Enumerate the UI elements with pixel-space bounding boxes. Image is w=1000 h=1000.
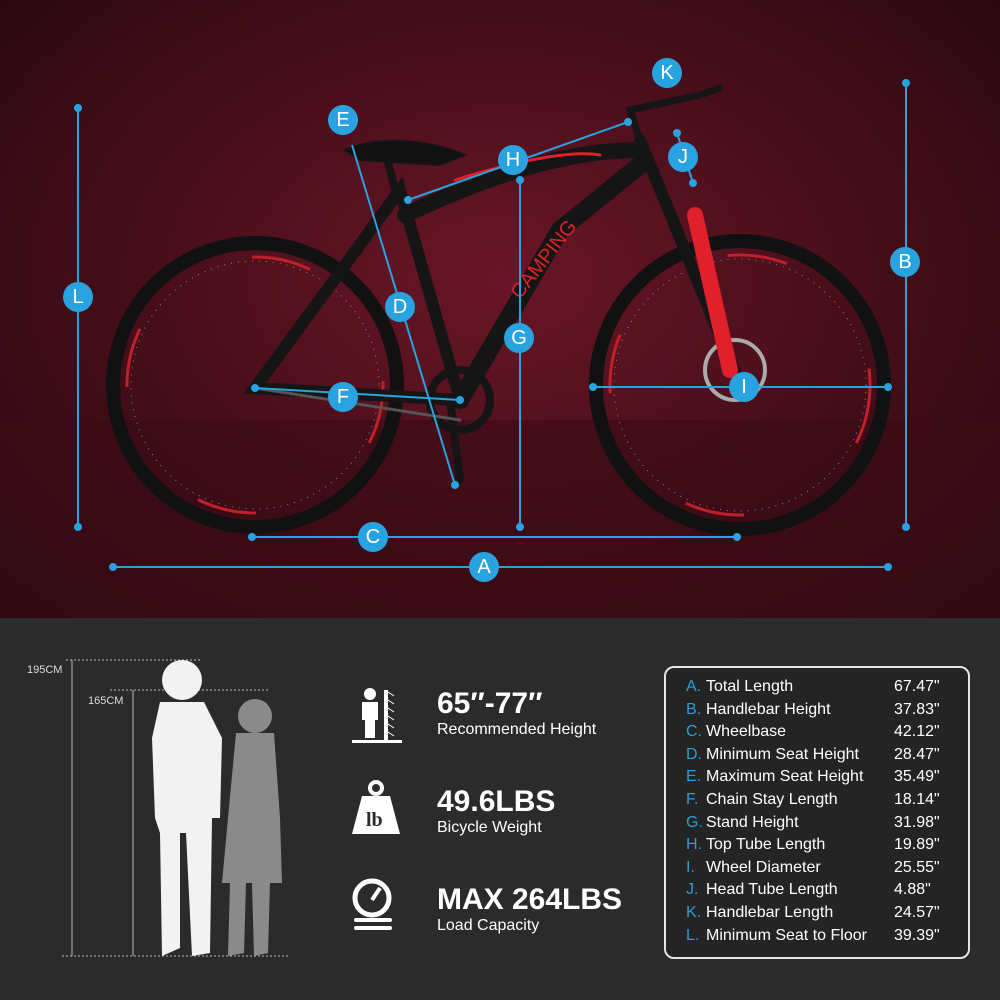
spec-value: 42.12" <box>894 723 940 741</box>
spec-name: Chain Stay Length <box>706 790 838 808</box>
spec-panel: 195CM 165CM 65″-77″ Recommended Height lb… <box>0 618 1000 1000</box>
spec-key: C. <box>686 723 702 741</box>
feature-height: 65″-77″ Recommended Height <box>437 687 597 739</box>
spec-row: F. Chain Stay Length 18.14" <box>666 791 968 814</box>
person-height-icon <box>352 688 402 743</box>
marker-b: B <box>890 247 920 277</box>
marker-e: E <box>328 105 358 135</box>
spec-key: L. <box>686 926 700 944</box>
weight-lb-icon: lb <box>352 780 400 834</box>
spec-row: A. Total Length 67.47" <box>666 678 968 701</box>
spec-value: 37.83" <box>894 700 940 718</box>
spec-row: L. Minimum Seat to Floor 39.39" <box>666 927 968 950</box>
spec-row: H. Top Tube Length 19.89" <box>666 836 968 859</box>
spec-name: Top Tube Length <box>706 836 826 854</box>
spec-name: Head Tube Length <box>706 881 838 899</box>
spec-key: A. <box>686 678 702 695</box>
marker-c: C <box>358 522 388 552</box>
spec-row: I. Wheel Diameter 25.55" <box>666 859 968 882</box>
spec-value: 28.47" <box>894 745 940 763</box>
marker-i: I <box>729 372 759 402</box>
spec-name: Total Length <box>706 678 794 695</box>
spec-row: D. Minimum Seat Height 28.47" <box>666 746 968 769</box>
marker-d: D <box>385 292 415 322</box>
spec-row: B. Handlebar Height 37.83" <box>666 701 968 724</box>
spec-key: H. <box>686 836 702 854</box>
spec-name: Wheel Diameter <box>706 858 821 876</box>
spec-name: Handlebar Height <box>706 700 831 718</box>
feature-weight: 49.6LBS Bicycle Weight <box>437 785 556 837</box>
marker-k: K <box>652 58 682 88</box>
spec-value: 67.47" <box>894 678 940 695</box>
marker-j: J <box>668 142 698 172</box>
scale-gauge-icon <box>352 878 392 930</box>
svg-text:lb: lb <box>366 809 383 831</box>
spec-value: 35.49" <box>894 768 940 786</box>
spec-name: Minimum Seat to Floor <box>706 926 867 944</box>
spec-key: I. <box>686 858 695 876</box>
man-silhouette <box>152 660 222 956</box>
spec-key: G. <box>686 813 703 831</box>
spec-row: K. Handlebar Length 24.57" <box>666 904 968 927</box>
spec-key: D. <box>686 745 702 763</box>
camping-logo: CAMPING <box>507 216 582 303</box>
woman-silhouette <box>222 699 282 956</box>
spec-value: 19.89" <box>894 836 940 854</box>
spec-name: Wheelbase <box>706 723 787 741</box>
height-comparison <box>62 659 290 957</box>
spec-value: 39.39" <box>894 926 940 944</box>
spec-key: K. <box>686 903 702 921</box>
spec-row: E. Maximum Seat Height 35.49" <box>666 768 968 791</box>
spec-table: A. Total Length 67.47" B. Handlebar Height 37… <box>664 666 970 959</box>
spec-key: F. <box>686 790 699 808</box>
marker-h: H <box>498 145 528 175</box>
spec-key: E. <box>686 768 702 786</box>
marker-f: F <box>328 382 358 412</box>
spec-row: G. Stand Height 31.98" <box>666 814 968 837</box>
marker-a: A <box>469 552 499 582</box>
spec-row: J. Head Tube Length 4.88" <box>666 881 968 904</box>
spec-name: Stand Height <box>706 813 799 831</box>
spec-value: 25.55" <box>894 858 940 876</box>
spec-row: C. Wheelbase 42.12" <box>666 723 968 746</box>
bike-photo-area: CAMPING A B C D E F G H I J K L <box>0 0 1000 618</box>
spec-value: 24.57" <box>894 903 940 921</box>
bike-illustration: CAMPING <box>0 79 1000 618</box>
spec-key: B. <box>686 700 702 718</box>
spec-value: 31.98" <box>894 813 940 831</box>
spec-name: Minimum Seat Height <box>706 745 859 763</box>
dimension-lines <box>74 79 910 571</box>
rear-wheel <box>106 236 404 534</box>
spec-name: Handlebar Length <box>706 903 834 921</box>
marker-l: L <box>63 282 93 312</box>
spec-name: Maximum Seat Height <box>706 768 864 786</box>
marker-g: G <box>504 323 534 353</box>
spec-key: J. <box>686 881 699 899</box>
spec-value: 18.14" <box>894 790 940 808</box>
feature-load: MAX 264LBS Load Capacity <box>437 883 623 935</box>
height-label-165: 165CM <box>88 695 124 707</box>
height-label-195: 195CM <box>27 664 63 676</box>
spec-value: 4.88" <box>894 881 931 899</box>
